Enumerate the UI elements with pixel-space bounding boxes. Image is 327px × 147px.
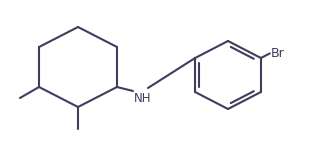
Text: Br: Br — [271, 47, 284, 60]
Text: NH: NH — [134, 92, 151, 105]
